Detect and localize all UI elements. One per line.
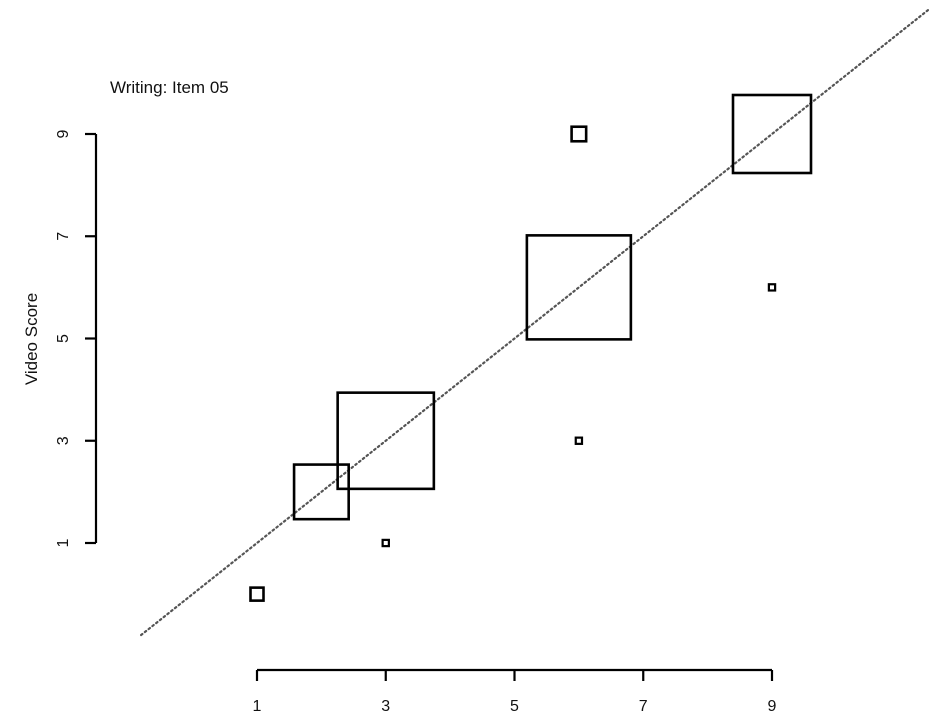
x-tick-label: 1 bbox=[253, 698, 262, 715]
x-tick-label: 9 bbox=[768, 698, 777, 715]
data-point bbox=[336, 391, 436, 491]
data-point bbox=[525, 234, 633, 341]
y-tick-label: 7 bbox=[55, 232, 72, 241]
data-point bbox=[292, 463, 350, 521]
y-tick-label: 9 bbox=[55, 129, 72, 138]
x-tick-label: 3 bbox=[381, 698, 390, 715]
y-tick-label: 1 bbox=[55, 538, 72, 547]
y-tick-label: 5 bbox=[55, 334, 72, 343]
reference-line bbox=[140, 7, 929, 637]
data-point bbox=[574, 436, 584, 445]
data-point bbox=[249, 586, 265, 602]
chart-title: Writing: Item 05 bbox=[110, 78, 229, 97]
x-tick-label: 5 bbox=[510, 698, 519, 715]
x-tick-label: 7 bbox=[639, 698, 648, 715]
data-point bbox=[570, 125, 588, 143]
data-point bbox=[767, 283, 777, 292]
data-point bbox=[381, 538, 390, 548]
y-tick-label: 3 bbox=[55, 436, 72, 445]
data-point bbox=[731, 93, 813, 175]
y-axis-label: Video Score bbox=[22, 293, 41, 385]
